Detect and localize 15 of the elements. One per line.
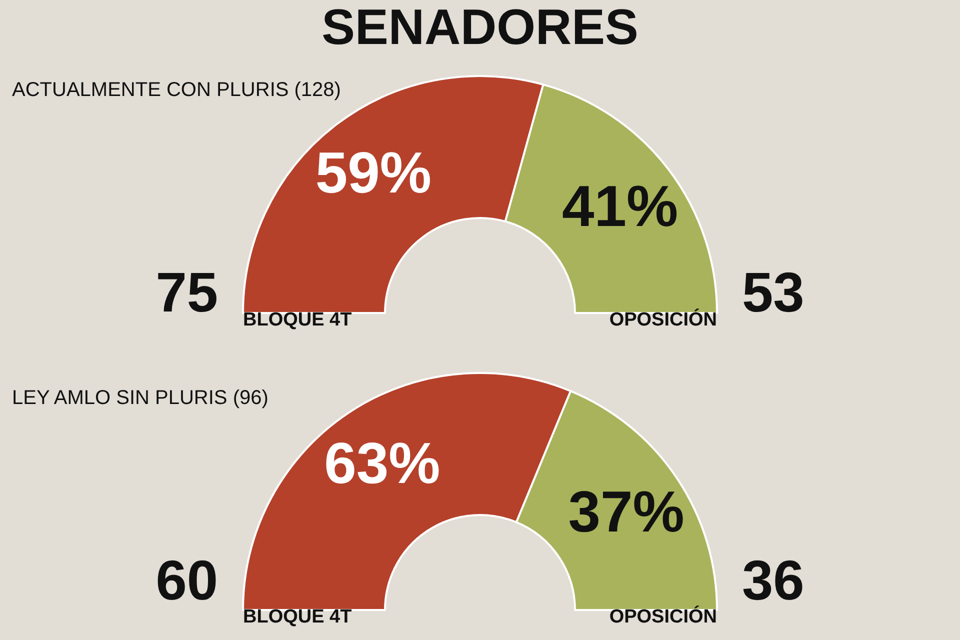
chart-subtitle: ACTUALMENTE CON PLURIS (128)	[12, 79, 341, 101]
data-label: 60	[156, 548, 218, 612]
slice-label: OPOSICIÓN	[609, 308, 717, 330]
data-label: 75	[156, 260, 218, 324]
text: 59%	[315, 140, 432, 206]
text: 63%	[324, 431, 440, 496]
data-label: 36	[742, 548, 804, 612]
chart-title: SENADORES	[322, 0, 638, 55]
slice-label: BLOQUE 4T	[243, 310, 352, 330]
text: 41%	[562, 174, 678, 239]
text: LEY AMLO SIN PLURIS (96)	[12, 387, 268, 409]
text: 37%	[568, 480, 684, 545]
data-label: 53	[742, 260, 804, 324]
slice-label: BLOQUE 4T	[243, 606, 352, 628]
slice-label: OPOSICIÓN	[609, 606, 717, 628]
